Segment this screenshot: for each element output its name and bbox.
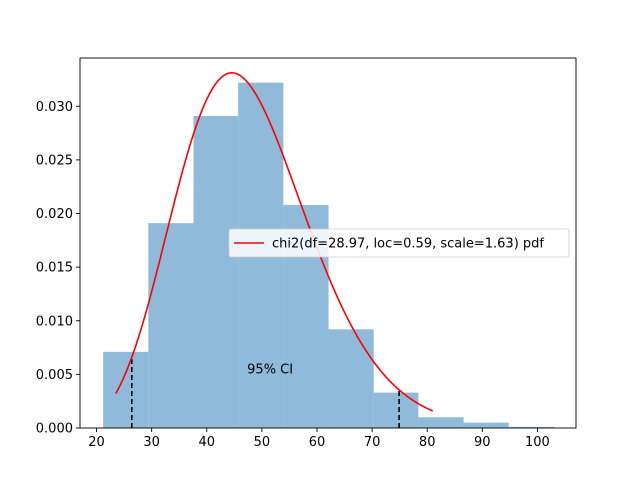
x-tick-label: 90 [474, 435, 491, 450]
histogram-bar [508, 426, 554, 428]
pdf-curve [115, 72, 434, 412]
histogram-bar [103, 351, 149, 428]
legend: chi2(df=28.97, loc=0.59, scale=1.63) pdf [228, 228, 570, 258]
y-tick-label: 0.000 [36, 422, 73, 437]
y-tick-label: 0.015 [36, 261, 73, 276]
x-tick-label: 100 [525, 435, 550, 450]
x-tick-label: 30 [143, 435, 160, 450]
histogram-bar [148, 223, 194, 428]
y-tick-label: 0.010 [36, 314, 73, 329]
x-axis-ticks: 20 30 40 50 60 70 80 90 100 [88, 428, 550, 450]
x-tick-label: 80 [419, 435, 436, 450]
x-tick-label: 70 [364, 435, 381, 450]
y-tick-label: 0.005 [36, 368, 73, 383]
x-tick-label: 60 [309, 435, 326, 450]
y-tick-label: 0.025 [36, 153, 73, 168]
y-axis-ticks: 0.000 0.005 0.010 0.015 0.020 0.025 0.030 [36, 100, 80, 437]
plot-frame [79, 57, 577, 429]
y-tick-label: 0.020 [36, 207, 73, 222]
histogram-bar [193, 115, 239, 429]
x-tick-label: 20 [88, 435, 105, 450]
confidence-interval-lines [131, 357, 400, 428]
histogram-bar [328, 329, 374, 428]
x-tick-label: 40 [198, 435, 215, 450]
legend-box [228, 228, 570, 258]
ci-annotation: 95% CI [247, 362, 293, 377]
legend-label: chi2(df=28.97, loc=0.59, scale=1.63) pdf [272, 237, 544, 252]
y-tick-label: 0.030 [36, 100, 73, 115]
histogram-bar [418, 417, 464, 428]
x-tick-label: 50 [254, 435, 271, 450]
histogram-bar [463, 422, 509, 428]
histogram-bars [103, 82, 554, 429]
histogram-bar [373, 392, 419, 428]
